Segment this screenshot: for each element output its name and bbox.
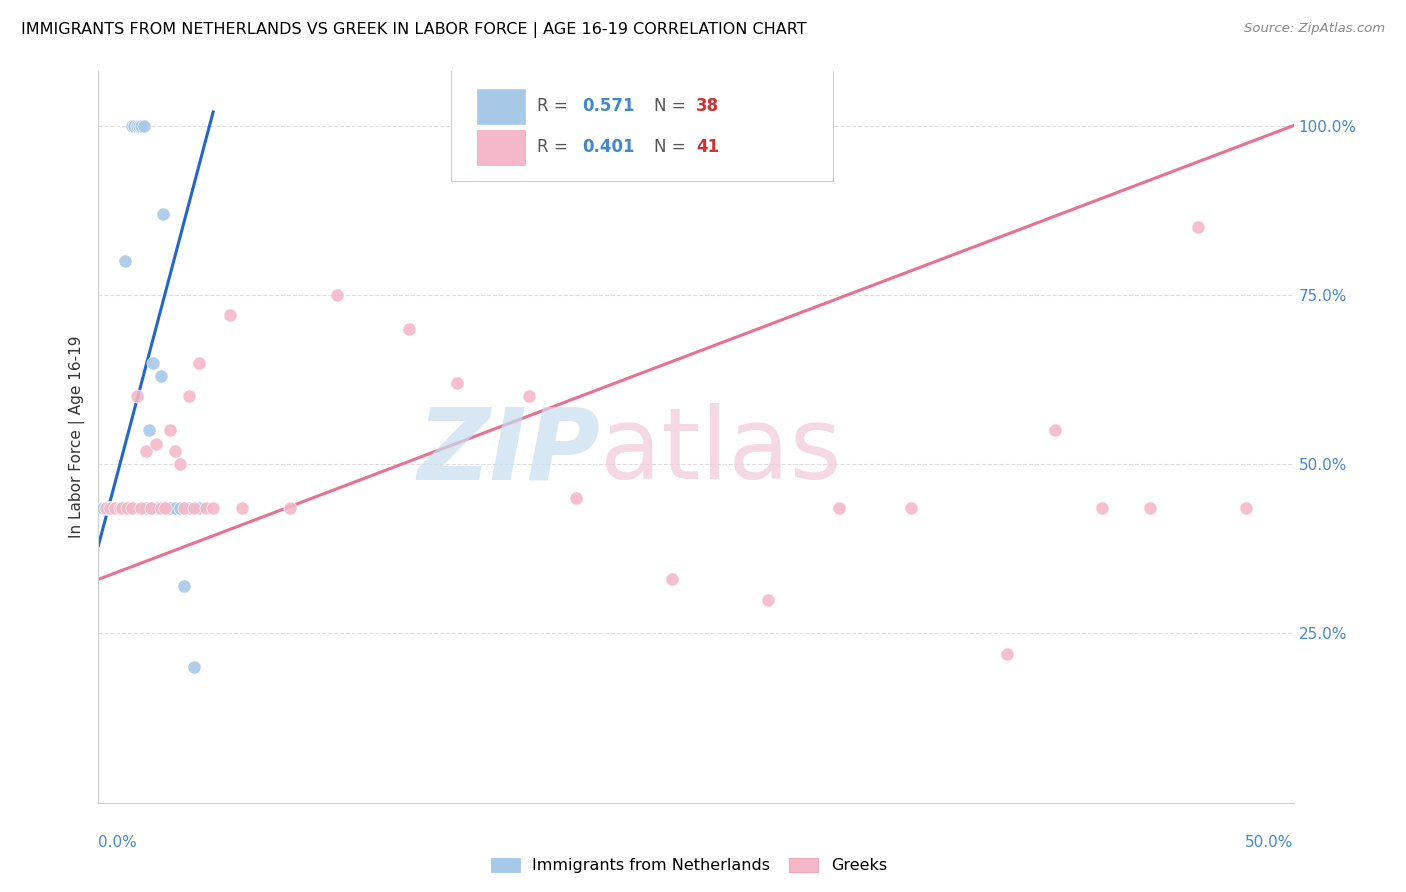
Point: [187, 501, 209, 516]
Point: [179, 389, 201, 403]
Text: ZIP: ZIP: [418, 403, 600, 500]
Point: [115, 501, 138, 516]
Point: [231, 501, 253, 516]
Point: [169, 501, 191, 516]
Point: [131, 119, 153, 133]
Point: [155, 501, 177, 516]
Point: [145, 437, 167, 451]
Point: [139, 501, 162, 516]
Text: 0.571: 0.571: [582, 97, 636, 115]
Point: [900, 501, 922, 516]
Point: [183, 660, 205, 674]
Point: [163, 501, 186, 516]
Point: [1234, 501, 1257, 516]
Text: R =: R =: [537, 97, 574, 115]
Point: [145, 501, 167, 516]
Point: [108, 501, 131, 516]
Text: atlas: atlas: [600, 403, 842, 500]
Point: [91, 501, 114, 516]
Point: [1139, 501, 1161, 516]
Point: [661, 572, 683, 586]
Point: [326, 288, 349, 302]
Point: [131, 501, 153, 516]
Point: [156, 501, 179, 516]
Point: [135, 443, 157, 458]
Point: [98, 501, 122, 516]
Point: [139, 501, 162, 516]
Point: [152, 206, 174, 220]
Point: [163, 443, 186, 458]
Text: IMMIGRANTS FROM NETHERLANDS VS GREEK IN LABOR FORCE | AGE 16-19 CORRELATION CHAR: IMMIGRANTS FROM NETHERLANDS VS GREEK IN …: [21, 22, 807, 38]
Text: 0.401: 0.401: [582, 138, 636, 156]
Point: [121, 119, 143, 133]
Text: R =: R =: [537, 138, 574, 156]
Point: [115, 501, 138, 516]
Point: [111, 501, 134, 516]
Point: [114, 254, 136, 268]
Point: [187, 355, 209, 369]
Point: [107, 501, 129, 516]
Point: [97, 501, 120, 516]
Point: [565, 491, 588, 505]
Point: [118, 501, 141, 516]
Text: 0.0%: 0.0%: [98, 836, 138, 850]
Point: [756, 592, 779, 607]
Point: [148, 501, 170, 516]
Legend: Immigrants from Netherlands, Greeks: Immigrants from Netherlands, Greeks: [485, 851, 893, 880]
Point: [398, 322, 420, 336]
Point: [446, 376, 468, 390]
Point: [108, 501, 131, 516]
Point: [169, 457, 191, 471]
Point: [1091, 501, 1114, 516]
Text: N =: N =: [654, 97, 690, 115]
Point: [1187, 220, 1209, 235]
Text: 41: 41: [696, 138, 718, 156]
Point: [132, 119, 155, 133]
Point: [828, 501, 851, 516]
Point: [135, 501, 157, 516]
Point: [173, 501, 195, 516]
Point: [98, 501, 122, 516]
Point: [101, 501, 124, 516]
Point: [142, 355, 165, 369]
Point: [111, 501, 134, 516]
Point: [104, 501, 127, 516]
Point: [121, 501, 143, 516]
Point: [179, 501, 201, 516]
Point: [194, 501, 218, 516]
Y-axis label: In Labor Force | Age 16-19: In Labor Force | Age 16-19: [69, 335, 86, 539]
Point: [202, 501, 225, 516]
Point: [173, 579, 195, 593]
Point: [155, 501, 177, 516]
Text: N =: N =: [654, 138, 690, 156]
Text: 38: 38: [696, 97, 718, 115]
Point: [149, 501, 172, 516]
Point: [219, 308, 242, 322]
Point: [517, 389, 540, 403]
FancyBboxPatch shape: [451, 68, 834, 181]
Point: [278, 501, 301, 516]
Point: [128, 119, 150, 133]
Point: [125, 389, 148, 403]
Point: [1043, 423, 1066, 437]
Point: [104, 501, 127, 516]
Text: 50.0%: 50.0%: [1246, 836, 1294, 850]
Point: [159, 423, 181, 437]
Point: [159, 501, 181, 516]
FancyBboxPatch shape: [477, 130, 524, 165]
Text: Source: ZipAtlas.com: Source: ZipAtlas.com: [1244, 22, 1385, 36]
FancyBboxPatch shape: [477, 89, 524, 124]
Point: [183, 501, 205, 516]
Point: [995, 647, 1018, 661]
Point: [149, 369, 172, 384]
Point: [124, 119, 146, 133]
Point: [98, 501, 122, 516]
Point: [107, 501, 129, 516]
Point: [94, 501, 117, 516]
Point: [125, 119, 148, 133]
Point: [111, 501, 134, 516]
Point: [138, 423, 160, 437]
Point: [94, 501, 117, 516]
